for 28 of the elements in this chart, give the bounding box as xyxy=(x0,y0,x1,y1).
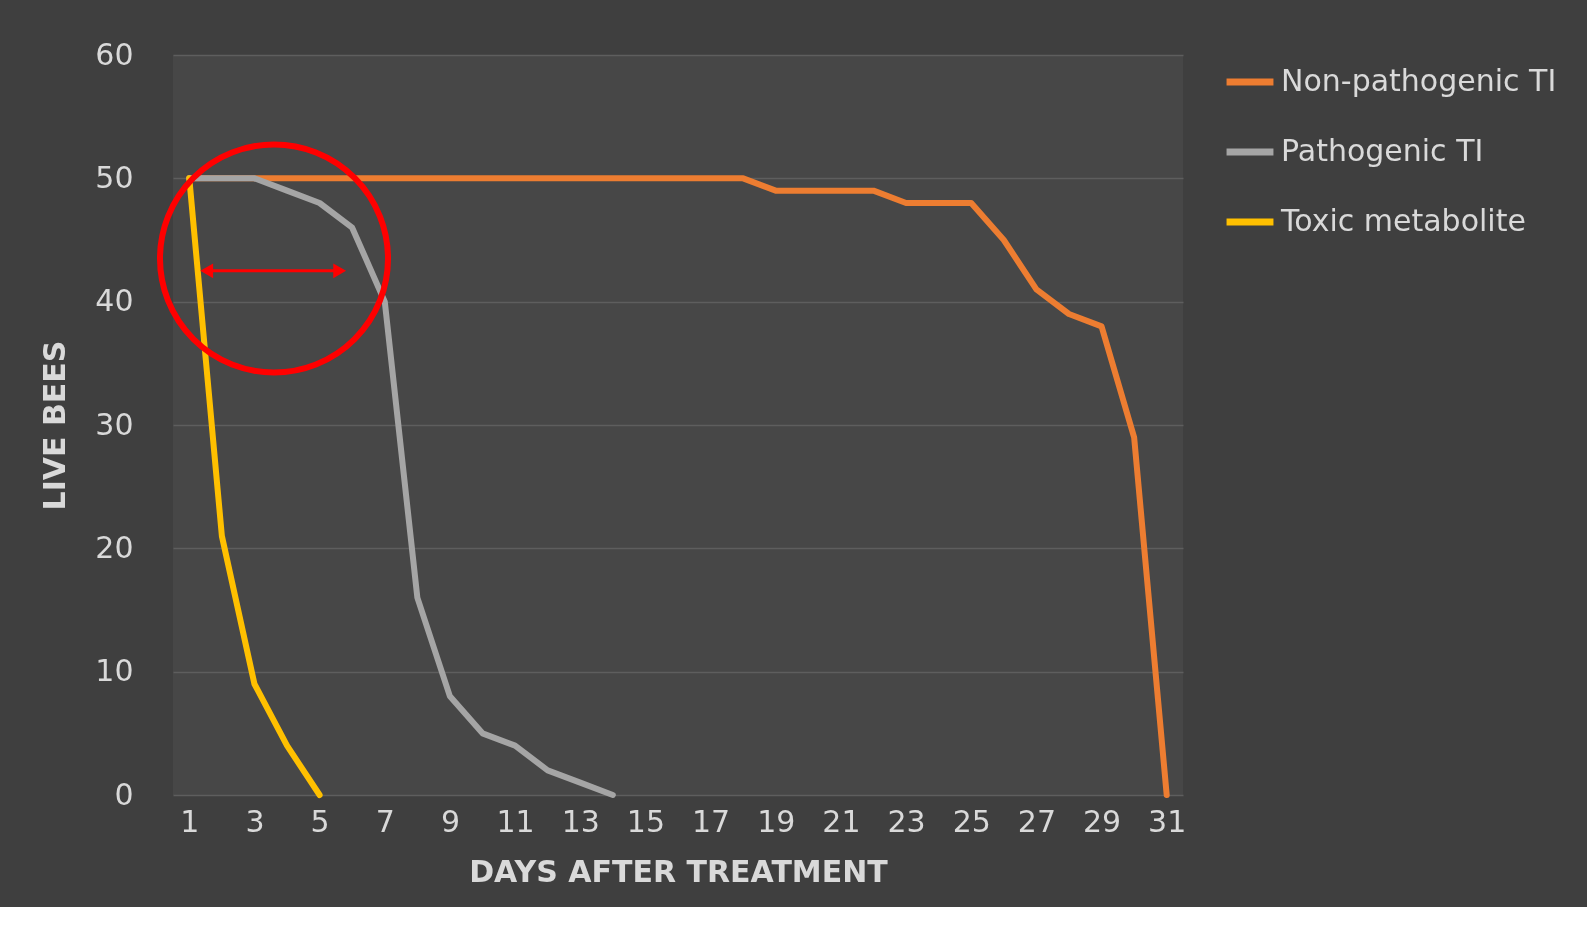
x-tick-label: 11 xyxy=(496,803,535,839)
x-tick-label: 25 xyxy=(952,803,991,839)
x-tick-label: 3 xyxy=(245,803,265,839)
x-tick-label: 5 xyxy=(310,803,330,839)
x-axis-title: DAYS AFTER TREATMENT xyxy=(469,853,889,889)
y-tick-label: 0 xyxy=(114,776,134,812)
y-tick-label: 60 xyxy=(95,36,134,72)
x-tick-label: 13 xyxy=(561,803,600,839)
x-tick-label: 7 xyxy=(375,803,395,839)
y-tick-label: 30 xyxy=(95,406,134,442)
x-tick-label: 9 xyxy=(440,803,460,839)
x-tick-label: 27 xyxy=(1017,803,1056,839)
y-tick-label: 10 xyxy=(95,653,134,689)
x-tick-label: 19 xyxy=(757,803,796,839)
x-tick-label: 21 xyxy=(822,803,861,839)
legend-label: Pathogenic TI xyxy=(1281,133,1484,168)
x-tick-label: 15 xyxy=(626,803,666,839)
legend-label: Toxic metabolite xyxy=(1280,203,1526,238)
y-tick-label: 40 xyxy=(95,283,134,319)
y-tick-label: 50 xyxy=(95,159,134,195)
y-axis-title: LIVE BEES xyxy=(37,340,73,511)
x-tick-label: 29 xyxy=(1082,803,1122,839)
x-tick-label: 23 xyxy=(887,803,926,839)
x-tick-label: 1 xyxy=(180,803,200,839)
y-tick-label: 20 xyxy=(95,529,134,565)
legend-label: Non-pathogenic TI xyxy=(1281,63,1557,98)
x-tick-label: 17 xyxy=(691,803,731,839)
x-tick-label: 31 xyxy=(1148,803,1187,839)
